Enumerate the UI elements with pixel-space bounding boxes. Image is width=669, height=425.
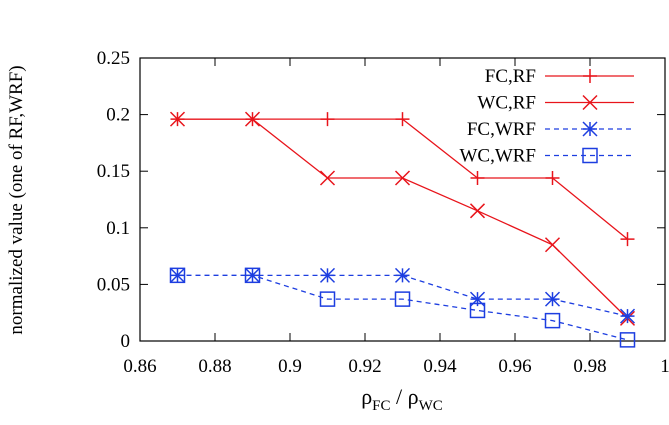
- x-axis-title-symbol-1: ρ: [361, 384, 372, 409]
- x-axis-title-symbol-2: ρ: [408, 384, 419, 409]
- y-tick-label: 0.2: [106, 105, 130, 126]
- data-point: [582, 94, 598, 111]
- data-point: [545, 170, 560, 185]
- data-point: [544, 312, 561, 329]
- data-point: [169, 267, 186, 284]
- y-tick-label: 0.05: [97, 274, 130, 295]
- data-point: [319, 267, 336, 283]
- data-point: [469, 203, 486, 219]
- x-tick-label: 0.98: [573, 356, 606, 377]
- x-tick-label: 0.96: [498, 356, 531, 377]
- data-point: [470, 170, 485, 185]
- data-point: [583, 69, 597, 83]
- legend: FC,RF WC,RF FC,WRF WC,WRF: [459, 66, 634, 167]
- y-tick-label: 0: [121, 331, 131, 352]
- legend-label: WC,WRF: [459, 146, 536, 167]
- legend-label: FC,WRF: [467, 119, 536, 140]
- legend-label: FC,RF: [485, 66, 536, 87]
- x-tick-label: 0.9: [278, 356, 302, 377]
- x-tick-label: 1: [660, 356, 669, 377]
- x-tick-label: 0.88: [198, 356, 231, 377]
- data-point: [394, 291, 411, 307]
- data-point: [394, 267, 411, 283]
- data-point: [582, 147, 598, 164]
- data-point: [544, 237, 561, 253]
- data-point: [395, 112, 410, 127]
- x-tick-label: 0.94: [423, 356, 457, 377]
- x-tick-label: 0.86: [123, 356, 156, 377]
- y-axis-ticks: 0 0.05 0.1 0.15 0.2 0.25: [97, 48, 665, 352]
- x-axis-title-sub-2: WC: [419, 398, 443, 414]
- data-point: [319, 170, 336, 186]
- data-point: [619, 332, 636, 348]
- x-axis-ticks: 0.86 0.88 0.9 0.92 0.94 0.96 0.98 1: [123, 58, 669, 377]
- data-point: [169, 111, 186, 127]
- x-tick-label: 0.92: [348, 356, 381, 377]
- data-point: [582, 121, 598, 137]
- x-axis-title-separator: /: [391, 384, 408, 409]
- series-layer: [169, 111, 636, 348]
- series-line-fc-rf: [177, 118, 628, 240]
- x-axis-title: ρFC / ρWC: [361, 384, 443, 414]
- y-axis-title: normalized value (one of RF,WRF): [6, 65, 27, 334]
- data-point: [319, 291, 336, 307]
- data-point: [320, 112, 335, 127]
- y-tick-label: 0.25: [97, 48, 130, 69]
- legend-label: WC,RF: [477, 93, 536, 114]
- y-tick-label: 0.1: [106, 218, 130, 239]
- data-point: [469, 302, 486, 319]
- series-line-wc-rf: [177, 118, 628, 319]
- data-point: [620, 232, 635, 247]
- plot-frame: [139, 57, 666, 342]
- data-point: [394, 170, 411, 186]
- data-point: [244, 111, 261, 127]
- data-point: [619, 308, 636, 324]
- y-tick-label: 0.15: [97, 161, 130, 182]
- data-point: [544, 291, 561, 307]
- data-point: [244, 267, 261, 284]
- x-axis-title-sub-1: FC: [372, 398, 390, 414]
- series-line-wc-wrf: [177, 274, 628, 341]
